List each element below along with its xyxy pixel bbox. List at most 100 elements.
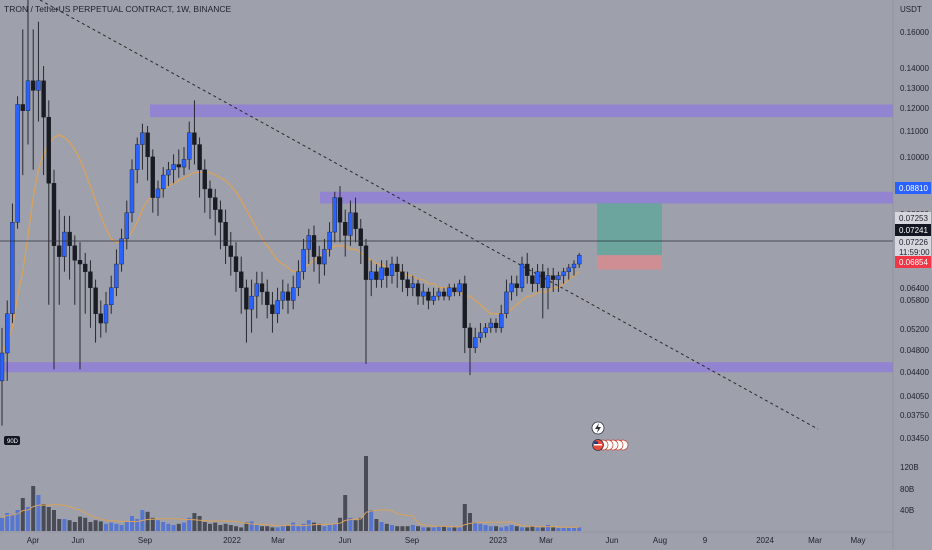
event-flags-icon[interactable] [592, 439, 629, 451]
candle-body [514, 283, 519, 288]
candle-body [415, 283, 421, 297]
candle-body [478, 332, 483, 338]
volume-bar-65 [338, 517, 342, 531]
candle-69 [358, 218, 363, 265]
candle-15 [77, 242, 83, 370]
volume-bar-98 [509, 525, 514, 531]
volume-bar-105 [546, 525, 550, 531]
volume-bar-43 [223, 523, 228, 531]
volume-bar-4 [20, 498, 25, 531]
candle-57 [296, 260, 301, 297]
candle-body [405, 279, 410, 288]
candle-75 [389, 256, 395, 284]
candle-body [400, 271, 405, 280]
volume-bar-28 [145, 511, 150, 531]
indicator-badge[interactable]: 90D [4, 436, 20, 445]
candle-body [249, 295, 254, 310]
volume-bar-8 [41, 504, 46, 531]
candle-body [25, 80, 31, 111]
y-tick-label: 0.11000 [900, 127, 929, 136]
candle-9 [46, 100, 51, 305]
volume-bar-32 [166, 523, 171, 531]
volume-bar-83 [431, 527, 436, 531]
candle-body [46, 116, 51, 184]
candles [0, 0, 582, 426]
candle-body [353, 212, 358, 229]
volume-bar-63 [327, 525, 332, 531]
candle-27 [140, 123, 145, 170]
candle-body [114, 263, 119, 288]
volume-bar-58 [301, 523, 306, 531]
candle-23 [119, 228, 124, 272]
long-position-tool[interactable] [597, 203, 662, 270]
candle-body [0, 352, 5, 382]
candle-body [233, 256, 239, 272]
indicator-badge-label: 90D [7, 439, 19, 445]
volume-bar-72 [374, 519, 379, 531]
candle-body [561, 271, 566, 276]
candle-99 [514, 275, 519, 297]
candle-body [207, 188, 213, 198]
candle-84 [436, 287, 441, 301]
candle-21 [108, 275, 114, 314]
volume-bar-11 [57, 519, 62, 531]
candle-body [166, 169, 171, 176]
candle-body [343, 222, 348, 236]
y-tick-label: 0.05800 [900, 296, 929, 305]
candle-40 [207, 180, 213, 219]
lightning-icon[interactable] [591, 421, 605, 435]
volume-bar-80 [416, 526, 420, 531]
candle-body [545, 275, 551, 288]
volume-bar-25 [130, 516, 134, 531]
x-tick-label: Sep [405, 536, 420, 545]
candle-body [363, 245, 369, 280]
candle-45 [233, 242, 239, 292]
volume-bar-93 [483, 525, 488, 531]
candle-48 [249, 279, 254, 333]
candle-86 [447, 283, 452, 301]
candle-body [51, 183, 57, 246]
candle-62 [322, 238, 327, 276]
candle-104 [540, 264, 545, 319]
candle-28 [145, 125, 150, 181]
candle-body [389, 263, 395, 276]
candle-44 [228, 232, 234, 276]
candle-93 [483, 323, 488, 338]
volume-bar-5 [26, 507, 30, 531]
price-tag-target: 0.08810 [895, 182, 931, 194]
trendline-path[interactable] [39, 0, 819, 430]
candle-64 [332, 191, 337, 243]
candle-30 [155, 180, 161, 216]
candle-89 [462, 275, 467, 354]
volume-bar-45 [234, 526, 238, 531]
candle-6 [31, 29, 36, 170]
volume-bar-42 [218, 525, 223, 531]
volume-bar-24 [124, 522, 129, 531]
candle-body [509, 283, 514, 293]
candle-31 [160, 167, 166, 198]
volume-bar-38 [197, 516, 202, 531]
candle-body [306, 235, 311, 250]
candle-body [134, 144, 140, 170]
candle-body [467, 327, 473, 348]
candle-body [504, 291, 509, 314]
volume-tick-label: 40B [900, 506, 914, 515]
volume-bar-44 [228, 525, 233, 531]
trendline[interactable] [39, 0, 819, 430]
volume-bar-55 [286, 525, 290, 531]
loss-zone[interactable] [597, 255, 662, 270]
candle-32 [166, 161, 171, 187]
candle-38 [197, 137, 202, 198]
candle-body [337, 197, 343, 223]
ma-line [1, 134, 580, 354]
candle-body [426, 291, 431, 301]
volume-bar-66 [343, 495, 348, 531]
candle-106 [551, 267, 556, 292]
volume-ma-line [1, 503, 580, 528]
candle-body [499, 313, 504, 329]
profit-zone[interactable] [597, 203, 662, 256]
candle-108 [561, 267, 566, 284]
candle-body [270, 304, 275, 314]
volume-bar-40 [208, 523, 212, 531]
